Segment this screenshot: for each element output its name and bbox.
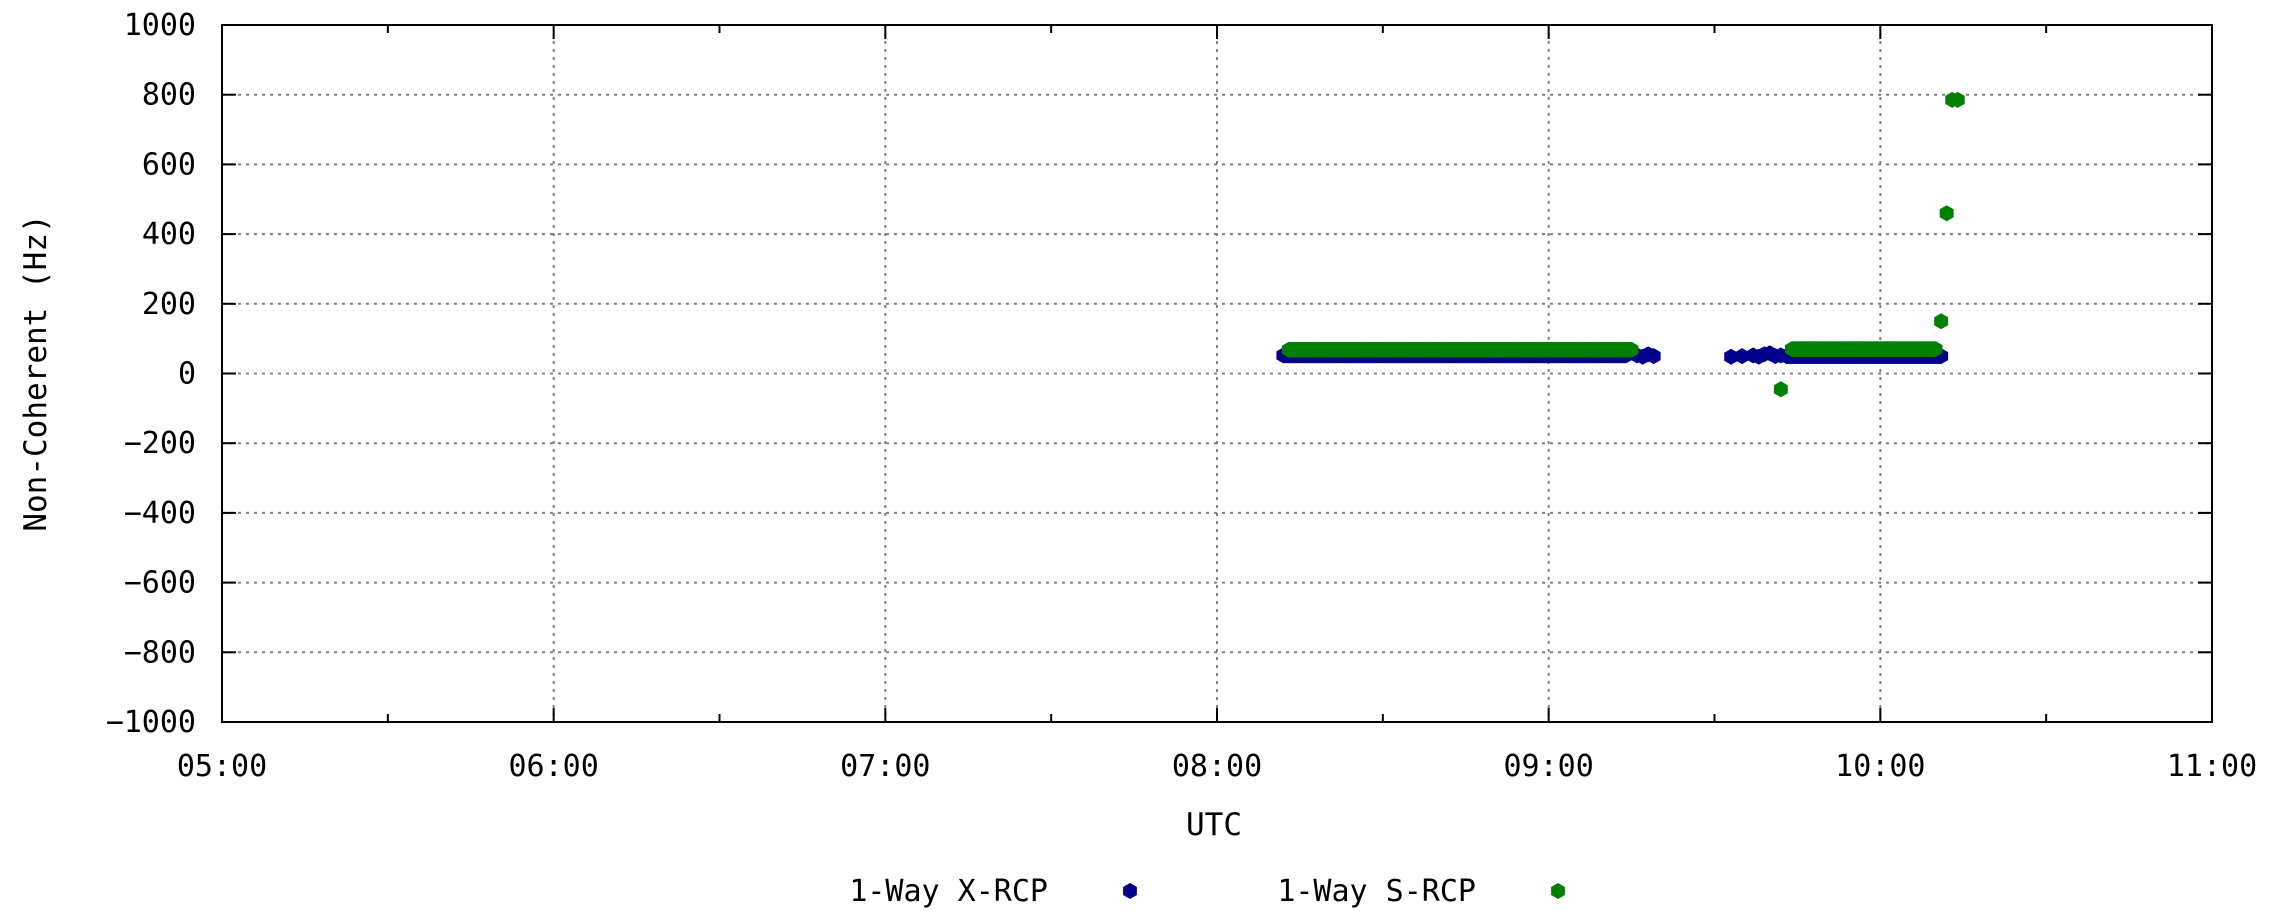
data-point xyxy=(1939,205,1954,222)
legend-label: 1-Way X-RCP xyxy=(849,874,1048,909)
x-tick-label: 10:00 xyxy=(1835,749,1925,784)
grid xyxy=(222,25,2212,722)
data-point xyxy=(1773,381,1788,398)
x-axis-title: UTC xyxy=(1186,807,1242,843)
y-tick-label: −600 xyxy=(124,566,196,601)
data-point xyxy=(1735,348,1750,365)
y-tick-label: −800 xyxy=(124,635,196,670)
data-point xyxy=(1934,313,1949,330)
data-point xyxy=(1646,348,1661,365)
data-point xyxy=(1624,341,1639,358)
x-tick-label: 06:00 xyxy=(509,749,599,784)
data-point xyxy=(1773,347,1788,364)
y-tick-label: −400 xyxy=(124,496,196,531)
series-1-way-s-rcp xyxy=(1281,91,1965,398)
y-tick-label: 200 xyxy=(142,287,196,322)
x-tick-label: 08:00 xyxy=(1172,749,1262,784)
y-axis-title: Non-Coherent (Hz) xyxy=(18,214,54,531)
data-point xyxy=(1928,341,1943,358)
x-tick-label: 05:00 xyxy=(177,749,267,784)
legend-label: 1-Way S-RCP xyxy=(1277,874,1476,909)
data-points xyxy=(1276,91,1965,398)
x-tick-label: 11:00 xyxy=(2167,749,2257,784)
y-tick-label: 400 xyxy=(142,217,196,252)
y-tick-label: 0 xyxy=(178,357,196,392)
x-tick-label: 07:00 xyxy=(840,749,930,784)
y-tick-label: 800 xyxy=(142,78,196,113)
legend-marker xyxy=(1123,883,1137,899)
axis-ticks xyxy=(221,24,2213,723)
y-tick-label: 600 xyxy=(142,147,196,182)
legend-marker xyxy=(1551,883,1565,899)
x-tick-label: 09:00 xyxy=(1504,749,1594,784)
y-tick-label: −1000 xyxy=(106,705,196,740)
y-tick-label: 1000 xyxy=(124,8,196,43)
y-tick-label: −200 xyxy=(124,426,196,461)
data-point xyxy=(1724,348,1738,365)
tick-labels: 1000 800 600 400 200 0 −200 −400 −600 −800 −1000 05… xyxy=(106,8,2257,784)
legend: 1-Way X-RCP 1-Way S-RCP xyxy=(849,874,1565,909)
data-point xyxy=(1950,91,1965,108)
